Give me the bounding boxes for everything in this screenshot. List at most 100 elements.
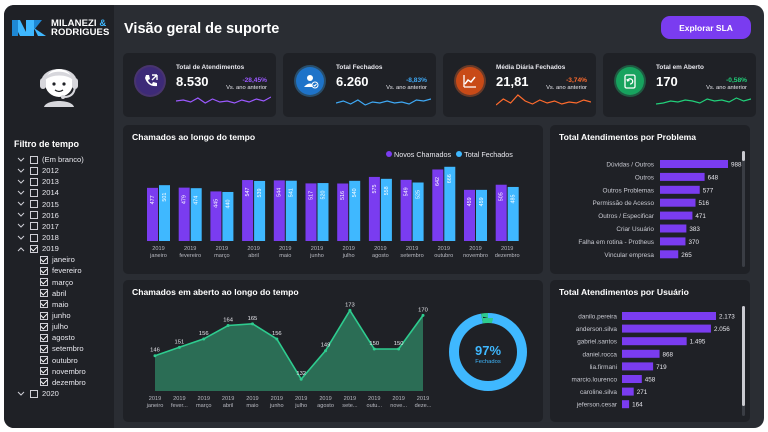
hbar-0[interactable] bbox=[622, 312, 716, 320]
filter-year-2013[interactable]: 2013 bbox=[16, 176, 112, 187]
checkbox[interactable] bbox=[40, 278, 48, 287]
expand-chevron-icon[interactable] bbox=[16, 199, 26, 209]
filter-month-3[interactable]: abril bbox=[16, 288, 112, 299]
bar-1-4[interactable] bbox=[285, 180, 297, 241]
checkbox[interactable] bbox=[40, 266, 48, 275]
filter-month-8[interactable]: setembro bbox=[16, 343, 112, 354]
checkbox[interactable] bbox=[40, 344, 48, 353]
checkbox[interactable] bbox=[40, 255, 48, 264]
filter-month-4[interactable]: maio bbox=[16, 299, 112, 310]
checkbox[interactable] bbox=[30, 233, 38, 242]
bar-0-1[interactable] bbox=[178, 187, 190, 241]
area-point[interactable] bbox=[324, 349, 328, 353]
area-point[interactable] bbox=[421, 313, 425, 317]
filter-month-1[interactable]: fevereiro bbox=[16, 265, 112, 276]
filter-year-2015[interactable]: 2015 bbox=[16, 199, 112, 210]
expand-chevron-icon[interactable] bbox=[16, 188, 26, 198]
problem-scrollbar[interactable] bbox=[742, 151, 745, 267]
expand-chevron-icon[interactable] bbox=[16, 155, 26, 165]
hbar-3[interactable] bbox=[660, 198, 696, 207]
checkbox[interactable] bbox=[40, 378, 48, 387]
bar-0-8[interactable] bbox=[400, 179, 412, 241]
checkbox[interactable] bbox=[40, 289, 48, 298]
hbar-1[interactable] bbox=[622, 324, 711, 333]
user-scroll-thumb[interactable] bbox=[742, 306, 745, 406]
filter-year-2018[interactable]: 2018 bbox=[16, 232, 112, 243]
bar-0-9[interactable] bbox=[432, 169, 444, 241]
filter-month-10[interactable]: novembro bbox=[16, 366, 112, 377]
bar-0-0[interactable] bbox=[147, 187, 158, 241]
checkbox[interactable] bbox=[30, 177, 38, 186]
bar-1-2[interactable] bbox=[222, 191, 234, 241]
hbar-6[interactable] bbox=[622, 387, 634, 396]
filter-month-11[interactable]: dezembro bbox=[16, 377, 112, 388]
bar-0-3[interactable] bbox=[242, 180, 254, 241]
filter-month-6[interactable]: julho bbox=[16, 321, 112, 332]
expand-chevron-icon[interactable] bbox=[16, 221, 26, 231]
filter-item-blank[interactable]: (Em branco) bbox=[16, 154, 112, 165]
hbar-2[interactable] bbox=[660, 185, 700, 194]
bar-1-5[interactable] bbox=[317, 183, 329, 241]
expand-chevron-icon[interactable] bbox=[16, 177, 26, 187]
bar-1-10[interactable] bbox=[476, 189, 487, 241]
area-point[interactable] bbox=[275, 337, 279, 341]
filter-year-2020[interactable]: 2020 bbox=[16, 388, 112, 399]
area-point[interactable] bbox=[177, 345, 181, 349]
explore-sla-button[interactable]: Explorar SLA bbox=[661, 16, 751, 39]
filter-month-0[interactable]: janeiro bbox=[16, 254, 112, 265]
bar-0-10[interactable] bbox=[464, 189, 475, 241]
filter-year-2014[interactable]: 2014 bbox=[16, 187, 112, 198]
collapse-chevron-icon[interactable] bbox=[16, 244, 26, 254]
hbar-1[interactable] bbox=[660, 172, 705, 181]
area-point[interactable] bbox=[397, 347, 401, 351]
bar-1-0[interactable] bbox=[159, 185, 170, 241]
checkbox[interactable] bbox=[40, 333, 48, 342]
checkbox[interactable] bbox=[30, 222, 38, 231]
expand-chevron-icon[interactable] bbox=[16, 210, 26, 220]
filter-year-2016[interactable]: 2016 bbox=[16, 210, 112, 221]
donut-slice-1[interactable] bbox=[449, 313, 527, 391]
hbar-4[interactable] bbox=[622, 362, 654, 371]
bar-1-6[interactable] bbox=[349, 180, 361, 241]
hbar-0[interactable] bbox=[660, 160, 728, 168]
hbar-7[interactable] bbox=[622, 400, 630, 409]
checkbox[interactable] bbox=[40, 356, 48, 365]
bar-0-5[interactable] bbox=[305, 183, 317, 241]
filter-year-2012[interactable]: 2012 bbox=[16, 165, 112, 176]
bar-0-11[interactable] bbox=[495, 184, 507, 241]
checkbox[interactable] bbox=[30, 188, 38, 197]
checkbox[interactable] bbox=[40, 300, 48, 309]
filter-month-9[interactable]: outubro bbox=[16, 355, 112, 366]
area-point[interactable] bbox=[372, 347, 376, 351]
hbar-5[interactable] bbox=[660, 224, 687, 233]
hbar-7[interactable] bbox=[660, 250, 679, 259]
area-point[interactable] bbox=[153, 354, 157, 358]
filter-month-5[interactable]: junho bbox=[16, 310, 112, 321]
area-point[interactable] bbox=[226, 324, 230, 328]
bar-1-7[interactable] bbox=[380, 178, 392, 241]
checkbox[interactable] bbox=[30, 155, 38, 164]
hbar-2[interactable] bbox=[622, 337, 687, 346]
hbar-5[interactable] bbox=[622, 375, 642, 383]
hbar-3[interactable] bbox=[622, 349, 660, 358]
checkbox[interactable] bbox=[30, 244, 38, 253]
bar-1-8[interactable] bbox=[412, 182, 424, 242]
area-point[interactable] bbox=[202, 337, 206, 341]
checkbox[interactable] bbox=[30, 389, 38, 398]
expand-chevron-icon[interactable] bbox=[16, 233, 26, 243]
bar-0-7[interactable] bbox=[368, 176, 380, 241]
area-point[interactable] bbox=[299, 377, 303, 381]
filter-month-2[interactable]: março bbox=[16, 277, 112, 288]
hbar-6[interactable] bbox=[660, 237, 686, 246]
checkbox[interactable] bbox=[30, 211, 38, 220]
expand-chevron-icon[interactable] bbox=[16, 389, 26, 399]
checkbox[interactable] bbox=[40, 367, 48, 376]
checkbox[interactable] bbox=[30, 166, 38, 175]
bar-0-4[interactable] bbox=[273, 180, 285, 241]
problem-scroll-thumb[interactable] bbox=[742, 151, 745, 161]
bar-1-1[interactable] bbox=[190, 188, 202, 241]
bar-0-6[interactable] bbox=[337, 183, 349, 241]
bar-1-3[interactable] bbox=[254, 180, 266, 241]
bar-1-9[interactable] bbox=[444, 166, 456, 241]
area-point[interactable] bbox=[348, 308, 352, 312]
